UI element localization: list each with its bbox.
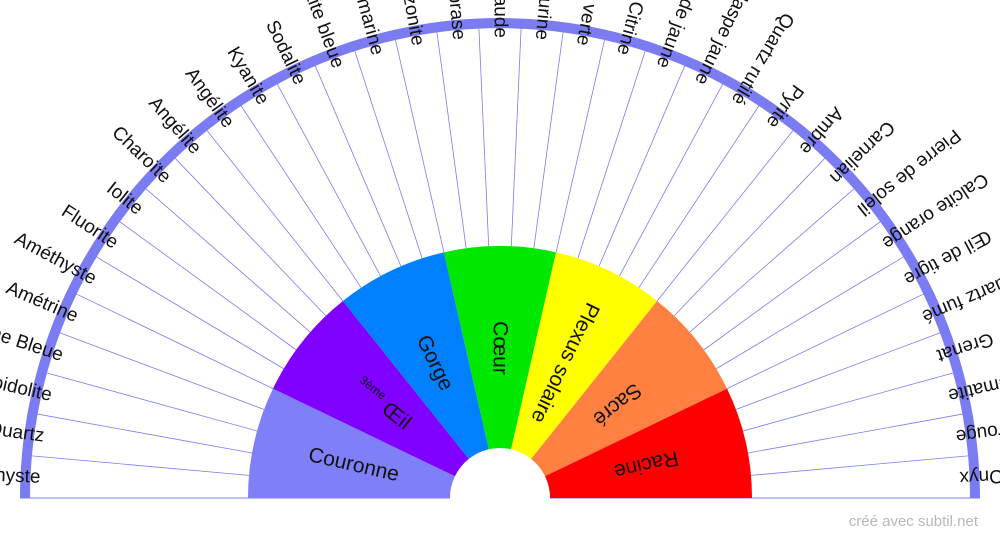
chakra-sector bbox=[531, 300, 728, 477]
stone-divider bbox=[354, 50, 423, 259]
stone-divider bbox=[619, 83, 724, 277]
stone-divider bbox=[510, 28, 522, 247]
chakra-sector bbox=[272, 300, 469, 477]
chakra-sector bbox=[342, 252, 489, 459]
stone-divider bbox=[240, 105, 362, 288]
stone-divider bbox=[478, 28, 490, 247]
stone-label: Onyx bbox=[959, 465, 1000, 488]
stone-divider bbox=[555, 39, 605, 253]
stone-divider bbox=[96, 256, 284, 370]
stone-divider bbox=[119, 221, 297, 351]
stone-label: Calcite verte bbox=[572, 0, 612, 47]
stone-divider bbox=[716, 256, 904, 370]
stone-divider bbox=[747, 413, 963, 454]
stone-divider bbox=[145, 188, 311, 333]
credit-text: créé avec subtil.net bbox=[848, 513, 978, 530]
stone-label: Améthyste bbox=[0, 463, 41, 488]
stone-divider bbox=[436, 32, 467, 249]
stone-divider bbox=[395, 39, 445, 253]
stone-label: Jaspe rouge bbox=[954, 412, 1000, 447]
stone-divider bbox=[76, 293, 274, 390]
stone-label: Aventurine bbox=[531, 0, 560, 41]
stone-divider bbox=[206, 130, 344, 302]
stone-dividers bbox=[31, 28, 969, 476]
stone-divider bbox=[742, 372, 954, 432]
stone-label: Chrysoprase bbox=[439, 0, 470, 41]
stone-divider bbox=[750, 455, 969, 476]
stone-divider bbox=[703, 221, 881, 351]
stone-divider bbox=[46, 372, 258, 432]
stone-divider bbox=[598, 65, 686, 267]
stone-label: Quartz bbox=[0, 418, 46, 446]
stone-divider bbox=[656, 130, 794, 302]
chakra-sector bbox=[545, 388, 752, 498]
stone-divider bbox=[314, 65, 402, 267]
stone-divider bbox=[735, 332, 941, 410]
stone-divider bbox=[577, 50, 646, 259]
stone-divider bbox=[31, 455, 250, 476]
center-hub bbox=[450, 449, 550, 499]
stone-divider bbox=[533, 32, 564, 249]
stone-divider bbox=[673, 158, 826, 317]
stone-divider bbox=[174, 158, 327, 317]
stone-divider bbox=[276, 83, 381, 277]
chakra-sector bbox=[511, 252, 658, 459]
chakra-sector bbox=[443, 246, 557, 450]
chakra-label: Cœur bbox=[489, 321, 512, 375]
stone-label: Amétrine bbox=[3, 278, 81, 327]
stone-divider bbox=[59, 332, 265, 410]
stone-label: Emeraude bbox=[490, 0, 511, 38]
hub bbox=[450, 449, 550, 499]
stone-divider bbox=[726, 293, 924, 390]
stone-divider bbox=[689, 188, 855, 333]
stone-divider bbox=[37, 413, 253, 454]
stone-label: Amazonite bbox=[392, 0, 429, 47]
chakra-sector bbox=[248, 388, 455, 498]
stone-divider bbox=[638, 105, 760, 288]
